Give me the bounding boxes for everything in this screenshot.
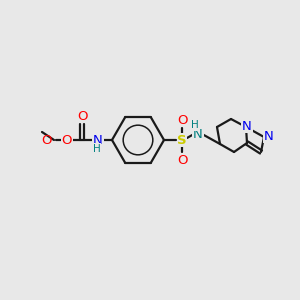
Text: O: O: [177, 113, 187, 127]
Text: N: N: [264, 130, 274, 142]
Text: S: S: [177, 134, 187, 146]
Text: O: O: [62, 134, 72, 146]
Text: H: H: [191, 121, 199, 130]
Text: N: N: [193, 128, 203, 140]
Text: N: N: [93, 134, 103, 146]
Text: N: N: [242, 119, 252, 133]
Text: O: O: [41, 134, 52, 146]
Text: O: O: [177, 154, 187, 166]
Text: O: O: [177, 113, 187, 127]
Text: O: O: [177, 154, 187, 166]
Text: N: N: [193, 128, 203, 140]
Text: S: S: [177, 134, 187, 146]
Text: H: H: [93, 143, 101, 154]
Text: H: H: [191, 121, 199, 130]
Text: O: O: [77, 110, 87, 122]
